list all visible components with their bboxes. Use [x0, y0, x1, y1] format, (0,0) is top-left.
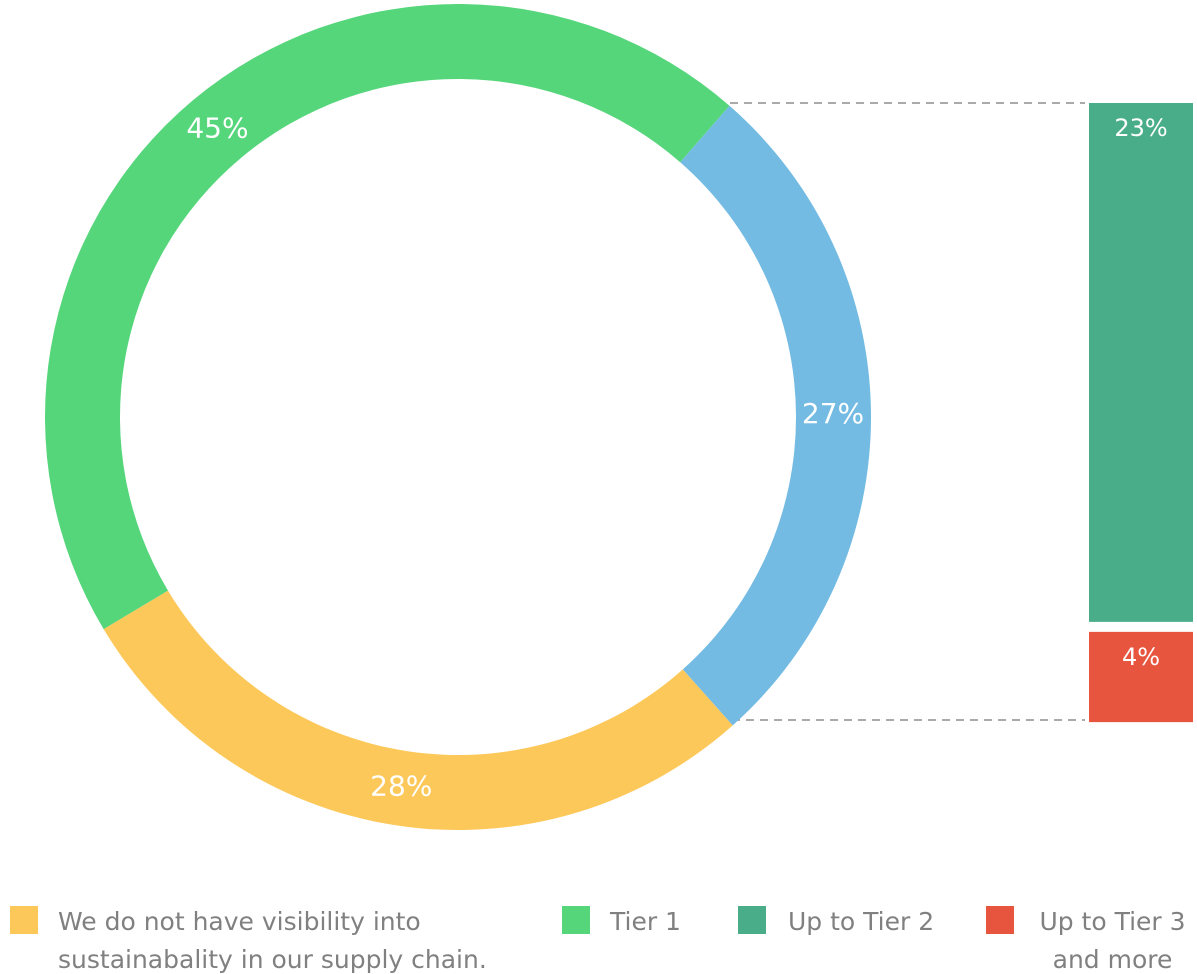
legend-swatch [562, 906, 590, 934]
legend-label: We do not have visibility into sustainab… [58, 907, 487, 974]
data-label: 23% [1114, 114, 1167, 142]
data-label: 4% [1122, 643, 1160, 671]
chart: 28% 45% 27% 23% 4% [44, 3, 1193, 830]
data-label: 45% [186, 111, 248, 144]
legend-label: Up to Tier 3 and more [1039, 907, 1186, 974]
legend-label: Tier 1 [610, 907, 681, 936]
legend-swatch [738, 906, 766, 934]
donut-segment [680, 105, 871, 726]
donut-segment [103, 590, 733, 830]
legend-label: Up to Tier 2 [788, 907, 935, 936]
bar-segment [1089, 631, 1193, 723]
legend-swatch [986, 906, 1014, 934]
data-label: 27% [802, 397, 864, 430]
legend-swatch [10, 906, 38, 934]
bar-segment [1089, 103, 1193, 622]
donut-segment [44, 3, 730, 630]
data-label: 28% [370, 770, 432, 803]
